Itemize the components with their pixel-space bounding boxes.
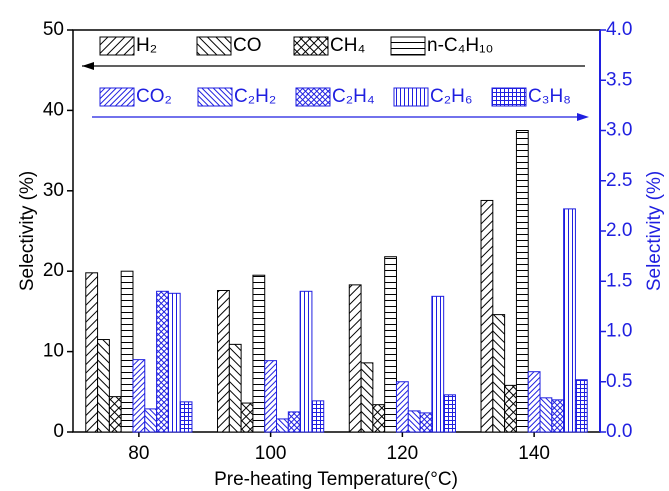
y-axis-title: Selectivity (%): [17, 171, 38, 291]
y-tick-label: 10: [43, 341, 64, 362]
bar: [419, 412, 433, 433]
legend-label: C₃H₈: [528, 86, 571, 107]
legend-label: H₂: [136, 35, 157, 56]
bar: [539, 397, 553, 433]
legend-label: CO₂: [136, 86, 172, 107]
bar: [120, 270, 134, 433]
bar: [407, 410, 421, 433]
legend-swatch: [196, 36, 232, 56]
y2-tick-label: 2.5: [606, 170, 632, 191]
legend-swatch: [295, 87, 331, 107]
y-tick-label: 0: [53, 421, 64, 442]
x-tick-label: 120: [387, 443, 419, 464]
bar: [264, 360, 278, 433]
bar: [348, 284, 362, 433]
legend-label: C₂H₂: [234, 86, 276, 107]
legend-label: n-C₄H₁₀: [427, 35, 493, 56]
y2-axis-title: Selectivity (%): [644, 171, 665, 291]
bar: [85, 272, 99, 433]
bar: [252, 274, 266, 433]
legend-swatch: [197, 87, 233, 107]
y2-tick-label: 0.5: [606, 371, 632, 392]
bar: [179, 401, 193, 433]
legend-arrowhead-left: [82, 62, 94, 70]
y2-tick-label: 3.5: [606, 69, 632, 90]
bar: [156, 290, 169, 433]
bar: [108, 396, 122, 433]
y2-tick-label: 4.0: [606, 19, 632, 40]
bar: [504, 384, 517, 433]
y-tick-label: 50: [43, 19, 64, 40]
bar: [384, 256, 397, 433]
bar: [563, 208, 576, 433]
bar: [515, 130, 529, 433]
bar: [228, 343, 242, 433]
bar: [287, 411, 301, 433]
bar: [527, 371, 541, 433]
legend-label: C₂H₄: [332, 86, 375, 107]
bar: [240, 402, 254, 433]
y-tick-label: 40: [43, 99, 64, 120]
x-tick-label: 140: [518, 443, 550, 464]
bar: [144, 408, 158, 433]
bar: [299, 290, 313, 433]
bar: [480, 199, 494, 433]
y-tick-label: 30: [43, 180, 64, 201]
legend-swatch: [390, 36, 426, 56]
bar: [97, 339, 110, 433]
bar: [276, 418, 289, 433]
bar: [395, 381, 409, 433]
bar: [431, 295, 445, 433]
bar: [360, 362, 374, 433]
legend-swatch: [393, 87, 429, 107]
y2-tick-label: 1.0: [606, 321, 632, 342]
x-tick-label: 100: [255, 443, 287, 464]
y2-tick-label: 3.0: [606, 120, 632, 141]
bar: [492, 314, 506, 433]
bar: [217, 289, 230, 433]
legend-label: CH₄: [330, 35, 365, 56]
bar: [372, 404, 386, 433]
legend-swatch: [99, 36, 135, 56]
bar: [574, 379, 588, 433]
legend-swatch: [99, 87, 135, 107]
y2-tick-label: 2.0: [606, 220, 632, 241]
legend-swatch: [491, 87, 527, 107]
y2-tick-label: 1.5: [606, 270, 632, 291]
legend-label: C₂H₆: [430, 86, 472, 107]
bar: [167, 292, 181, 433]
legend-label: CO: [233, 35, 262, 56]
bar: [311, 400, 325, 433]
x-axis-title: Pre-heating Temperature(°C): [214, 469, 458, 490]
bar: [132, 359, 146, 433]
x-tick-label: 80: [128, 443, 149, 464]
y-tick-label: 20: [43, 260, 64, 281]
bar: [443, 394, 456, 433]
legend-swatch: [293, 36, 329, 56]
legend-arrowhead-right: [577, 113, 589, 121]
bar: [551, 399, 565, 433]
y2-tick-label: 0.0: [606, 421, 632, 442]
